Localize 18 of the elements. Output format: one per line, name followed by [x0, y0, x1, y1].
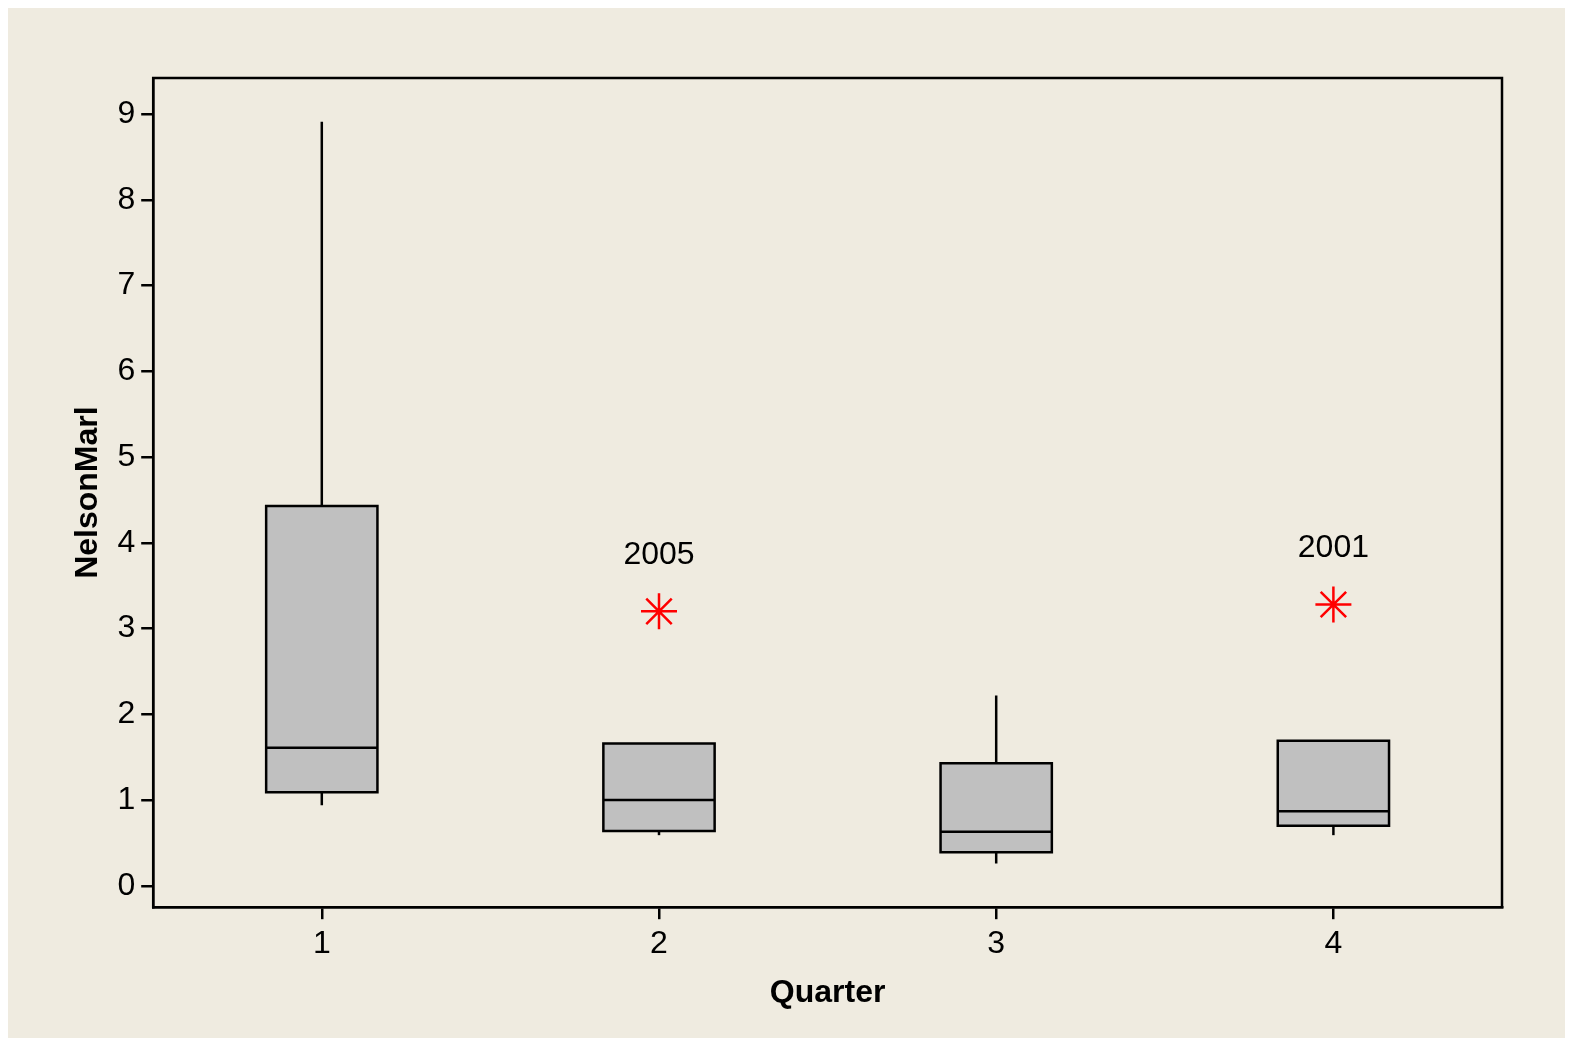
y-tick-label: 0 — [117, 865, 136, 902]
y-tick-label: 7 — [117, 265, 136, 302]
x-axis-title: Quarter — [769, 972, 886, 1009]
y-tick-label: 3 — [117, 608, 136, 645]
y-tick-label: 6 — [117, 351, 136, 388]
y-tick-label: 9 — [117, 93, 136, 130]
y-tick-label: 8 — [117, 179, 136, 216]
y-axis-title: NelsonMarl — [68, 406, 105, 579]
x-tick-label: 2 — [650, 924, 668, 961]
annotation: 2005 — [623, 535, 695, 572]
annotation: 2001 — [1297, 528, 1369, 565]
y-tick-label: 4 — [117, 522, 136, 559]
y-tick-label: 2 — [117, 694, 136, 731]
x-tick-label: 3 — [987, 924, 1006, 961]
y-tick-label: 1 — [117, 779, 136, 816]
y-tick-label: 5 — [117, 436, 136, 473]
x-tick-label: 4 — [1324, 924, 1343, 961]
x-tick-label: 1 — [312, 924, 331, 961]
